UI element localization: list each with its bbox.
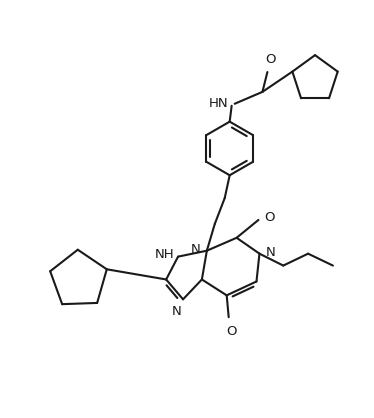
Text: O: O <box>265 53 276 66</box>
Text: NH: NH <box>154 248 174 261</box>
Text: N: N <box>191 243 201 256</box>
Text: HN: HN <box>209 97 229 110</box>
Text: N: N <box>171 305 181 318</box>
Text: O: O <box>264 212 275 224</box>
Text: N: N <box>266 246 275 259</box>
Text: O: O <box>226 325 237 338</box>
